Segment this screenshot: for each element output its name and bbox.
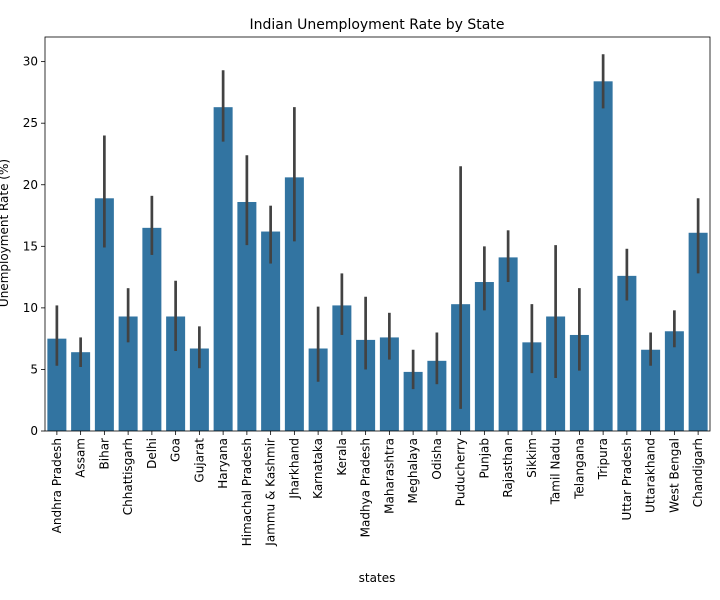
x-tick-label: Gujarat [192, 438, 206, 483]
bar [332, 305, 352, 431]
bar [688, 232, 708, 431]
axes-spines [44, 36, 711, 432]
bar [213, 107, 233, 432]
x-tick-label: Uttar Pradesh [620, 438, 634, 520]
bar [474, 282, 494, 431]
chart-title: Indian Unemployment Rate by State [250, 17, 505, 33]
x-tick-label: Odisha [430, 438, 444, 480]
x-tick-label: Tamil Nadu [549, 438, 563, 505]
bar [284, 177, 304, 431]
x-tick-label: Goa [169, 438, 183, 462]
bar [261, 231, 281, 431]
x-tick-label: Maharashtra [382, 438, 396, 514]
y-axis: 0 5 10 15 20 25 30 [23, 55, 45, 438]
bar [379, 337, 399, 431]
x-tick-label: Telangana [572, 438, 586, 500]
x-tick-label: Andhra Pradesh [50, 438, 64, 533]
bar [308, 348, 328, 431]
x-tick-label: Puducherry [454, 438, 468, 506]
y-tick-label: 25 [23, 116, 38, 130]
y-tick-label: 10 [23, 301, 38, 315]
x-axis: Andhra Pradesh Assam Bihar Chhattisgarh Delh… [50, 431, 705, 547]
y-tick-label: 5 [30, 362, 38, 376]
x-tick-label: Jharkhand [287, 438, 301, 500]
bar [356, 339, 376, 431]
bar [593, 81, 613, 431]
x-tick-label: Tripura [596, 438, 610, 480]
bar [94, 198, 114, 431]
bar [142, 227, 162, 431]
x-tick-label: Chhattisgarh [121, 438, 135, 515]
bar [403, 371, 423, 431]
bar [569, 334, 589, 431]
bar [498, 257, 518, 431]
x-tick-label: West Bengal [667, 438, 681, 513]
x-tick-label: Chandigarh [691, 438, 705, 507]
plot-frame [44, 36, 711, 432]
x-tick-label: Jammu & Kashmir [264, 438, 278, 547]
bar [118, 316, 138, 431]
bar [166, 316, 186, 431]
x-tick-label: Uttarakhand [644, 438, 658, 513]
y-tick-label: 30 [23, 55, 38, 69]
x-tick-label: Meghalaya [406, 438, 420, 503]
x-tick-label: Himachal Pradesh [240, 438, 254, 546]
bar [71, 352, 91, 431]
bar [617, 275, 637, 431]
x-tick-label: Assam [74, 438, 88, 478]
x-tick-label: Rajasthan [501, 438, 515, 498]
y-tick-label: 0 [30, 424, 38, 438]
y-axis-title: Unemployment Rate (%) [0, 159, 11, 307]
x-tick-label: Karnataka [311, 438, 325, 499]
x-tick-label: Haryana [216, 438, 230, 489]
x-tick-label: Punjab [477, 438, 491, 479]
plot-area [47, 54, 708, 432]
bar [189, 348, 209, 431]
y-tick-label: 15 [23, 239, 38, 253]
bar [47, 338, 67, 431]
x-tick-label: Madhya Pradesh [359, 438, 373, 537]
y-tick-label: 20 [23, 178, 38, 192]
bar [237, 201, 257, 431]
x-tick-label: Bihar [97, 438, 111, 470]
bar [427, 360, 447, 431]
bar [522, 342, 542, 431]
x-tick-label: Sikkim [525, 438, 539, 478]
x-tick-label: Delhi [145, 438, 159, 469]
bar [641, 349, 661, 431]
x-tick-label: Kerala [335, 438, 349, 476]
x-axis-title: states [359, 571, 396, 585]
bar [664, 331, 684, 431]
